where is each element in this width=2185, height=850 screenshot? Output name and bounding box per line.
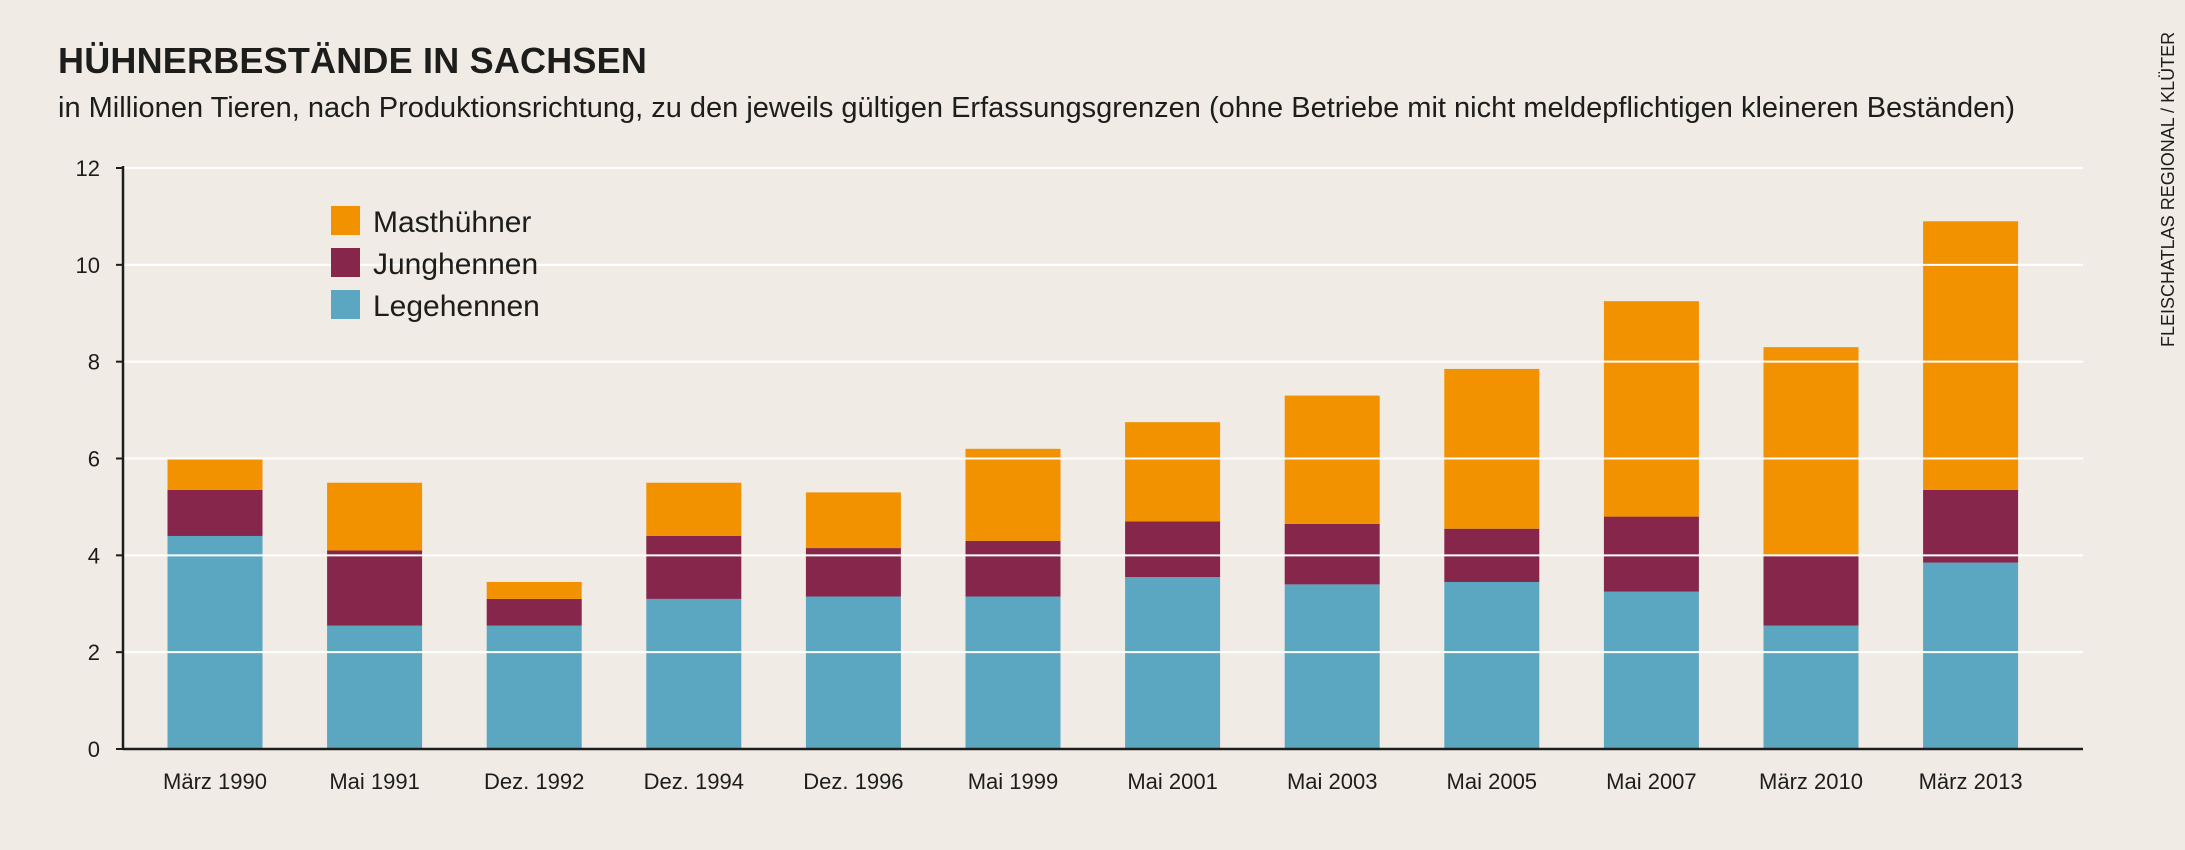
bar-segment-masthühner: [1923, 221, 2019, 490]
bar-segment-junghennen: [1763, 555, 1859, 626]
bars: [123, 167, 2083, 749]
chart-subtitle: in Millionen Tieren, nach Produktionsric…: [58, 92, 2016, 124]
legend: Masthühner Junghennen Legehennen: [331, 206, 540, 323]
bar-segment-legehennen: [327, 625, 423, 749]
bar-segment-masthühner: [327, 482, 423, 551]
bar-segment-legehennen: [965, 596, 1061, 749]
bar-segment-legehennen: [1603, 591, 1699, 749]
legend-label: Junghennen: [373, 248, 538, 281]
bar-segment-masthühner: [965, 448, 1061, 541]
y-tick-label: 0: [88, 737, 100, 762]
legend-label: Legehennen: [373, 290, 540, 323]
bar-segment-masthühner: [167, 458, 263, 490]
bar-segment-legehennen: [486, 625, 582, 749]
bar-segment-legehennen: [1444, 581, 1540, 749]
legend-swatch-junghennen: [331, 248, 360, 277]
y-tick-label: 2: [88, 640, 100, 665]
bar-segment-legehennen: [167, 535, 263, 749]
bar-segment-masthühner: [1603, 301, 1699, 517]
bar-segment-junghennen: [1923, 489, 2019, 563]
y-tick-label: 10: [76, 253, 100, 278]
bar-segment-legehennen: [1284, 584, 1380, 749]
bar-segment-junghennen: [167, 489, 263, 536]
bar-segment-junghennen: [1603, 516, 1699, 592]
x-tick-label: Mai 2007: [1606, 769, 1697, 794]
bar-segment-legehennen: [1763, 625, 1859, 749]
legend-swatch-masthühner: [331, 206, 360, 235]
x-tick-label: Mai 1991: [329, 769, 420, 794]
x-tick-label: Dez. 1994: [644, 769, 744, 794]
bar-segment-masthühner: [486, 581, 582, 599]
bar-segment-junghennen: [965, 540, 1061, 597]
y-tick-label: 6: [88, 447, 100, 472]
bar-segment-masthühner: [646, 482, 742, 536]
bar-segment-masthühner: [1125, 422, 1221, 522]
y-tick-label: 8: [88, 350, 100, 375]
bar-segment-junghennen: [1125, 521, 1221, 578]
bar-segment-legehennen: [805, 596, 901, 749]
legend-label: Masthühner: [373, 206, 531, 239]
bar-segment-junghennen: [486, 598, 582, 626]
bar-segment-junghennen: [1284, 523, 1380, 585]
bar-segment-masthühner: [805, 492, 901, 549]
x-tick-label: Mai 2005: [1447, 769, 1538, 794]
x-tick-label: Dez. 1996: [803, 769, 903, 794]
chart-title: HÜHNERBESTÄNDE IN SACHSEN: [58, 40, 648, 81]
x-tick-label: März 2010: [1759, 769, 1863, 794]
bar-segment-masthühner: [1763, 347, 1859, 556]
x-tick-label: Mai 2001: [1127, 769, 1218, 794]
bar-segment-junghennen: [646, 535, 742, 599]
x-tick-label: Mai 2003: [1287, 769, 1378, 794]
bar-segment-masthühner: [1284, 395, 1380, 524]
bar-segment-junghennen: [327, 550, 423, 626]
bar-segment-masthühner: [1444, 368, 1540, 529]
x-tick-label: Mai 1999: [968, 769, 1059, 794]
y-tick-label: 4: [88, 543, 100, 568]
bar-segment-legehennen: [646, 598, 742, 749]
legend-swatch-legehennen: [331, 290, 360, 319]
x-tick-label: Dez. 1992: [484, 769, 584, 794]
axes: 0 2 4 6 8 10 12 März 1990 Mai 1991 Dez. 1992 Dez. …: [76, 156, 2083, 794]
x-tick-label: März 1990: [163, 769, 267, 794]
bar-segment-legehennen: [1923, 562, 2019, 749]
bar-segment-legehennen: [1125, 577, 1221, 749]
y-tick-label: 12: [76, 156, 100, 181]
x-tick-label: März 2013: [1919, 769, 2023, 794]
